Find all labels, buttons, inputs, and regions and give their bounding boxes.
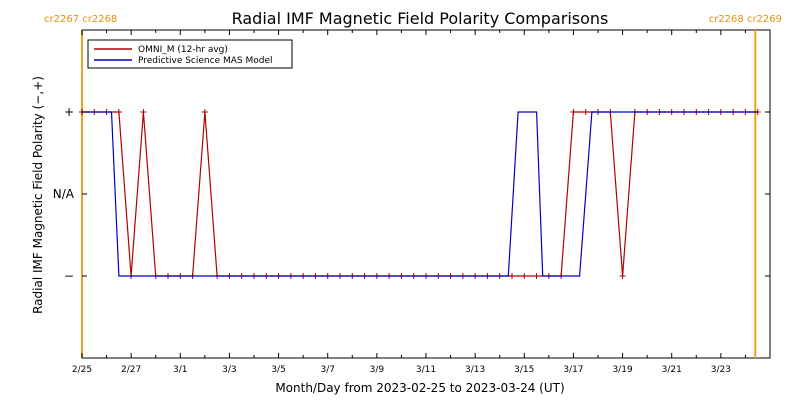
data-point-marker (570, 109, 577, 115)
x-tick-label: 3/11 (416, 365, 436, 375)
legend-box (87, 39, 293, 69)
data-point-marker (509, 273, 515, 279)
plot-area (81, 29, 771, 359)
x-tick-label: 2/27 (121, 365, 141, 375)
y-tick-label: + (64, 105, 74, 119)
x-tick-label: 3/19 (612, 365, 632, 375)
data-point-marker (619, 273, 626, 279)
x-tick-label: 3/1 (173, 365, 187, 375)
carrington-label: cr2267 cr2268 (44, 14, 117, 25)
x-tick-label: 3/17 (563, 365, 583, 375)
x-tick-label: 3/5 (271, 365, 285, 375)
data-point-marker (201, 109, 208, 115)
legend-entry: OMNI_M (12-hr avg) (138, 45, 228, 55)
legend-entry: Predictive Science MAS Model (138, 56, 273, 66)
series-line-1 (82, 111, 758, 277)
data-point-marker (521, 273, 528, 279)
y-tick-label: N/A (53, 187, 75, 201)
x-tick-label: 3/23 (711, 365, 731, 375)
data-point-marker (140, 109, 147, 115)
series-line-2 (82, 111, 758, 277)
x-tick-label: 3/15 (514, 365, 534, 375)
data-point-marker (115, 109, 122, 115)
data-point-marker (533, 273, 540, 279)
x-tick-label: 3/21 (662, 365, 682, 375)
plot-border (81, 29, 771, 359)
chart-title: Radial IMF Magnetic Field Polarity Compa… (232, 9, 609, 28)
legend: OMNI_M (12-hr avg)Predictive Science MAS… (87, 39, 293, 69)
carrington-label: cr2268 cr2269 (709, 14, 782, 25)
y-tick-label: − (64, 269, 74, 283)
x-tick-label: 3/3 (222, 365, 236, 375)
x-tick-label: 3/7 (320, 365, 334, 375)
x-axis-label: Month/Day from 2023-02-25 to 2023-03-24 … (275, 381, 564, 395)
x-tick-label: 2/25 (72, 365, 92, 375)
x-tick-label: 3/13 (465, 365, 485, 375)
y-axis-label: Radial IMF Magnetic Field Polarity (−,+) (31, 76, 45, 314)
data-point-marker (582, 109, 589, 115)
x-tick-label: 3/9 (370, 365, 385, 375)
